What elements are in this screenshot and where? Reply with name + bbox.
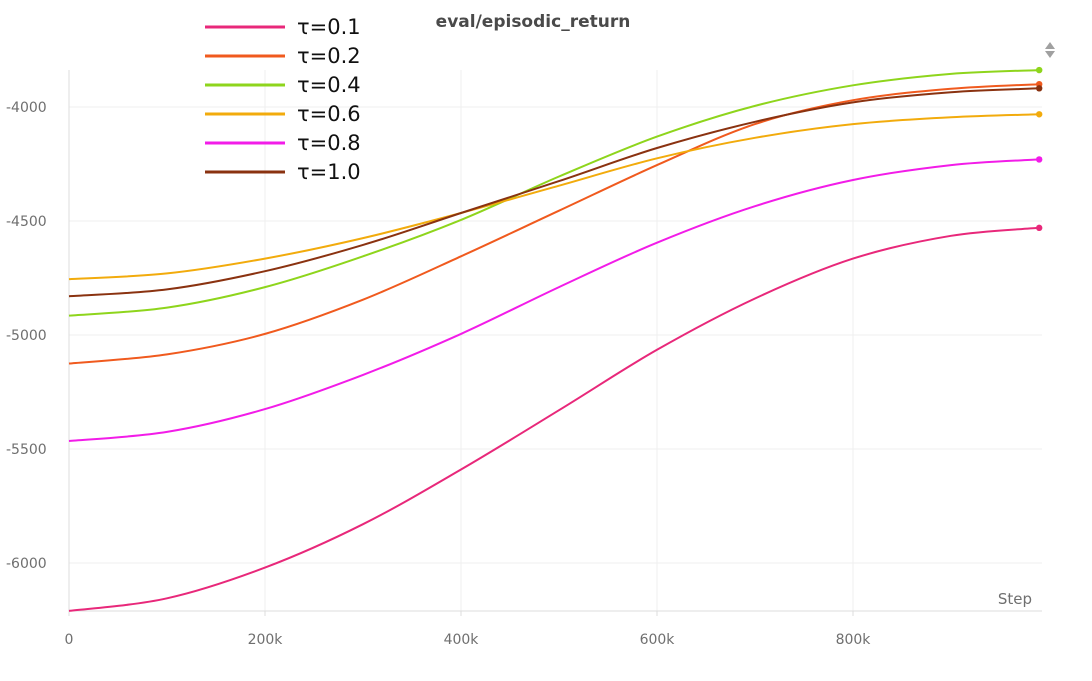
series-line [68,158,1040,442]
series-end-point [1036,156,1043,163]
legend-label: τ=0.6 [297,102,361,126]
axes: Step [68,70,1042,612]
legend-label: τ=0.2 [297,44,361,68]
y-tick-label: -5000 [6,328,47,344]
x-tick-label: 600k [640,632,676,648]
series-end-point [1036,85,1043,92]
scroll-arrows-icon[interactable] [1045,42,1055,58]
y-tick-label: -4500 [6,214,47,230]
legend-label: τ=1.0 [297,160,361,184]
legend: τ=0.1 τ=0.2 τ=0.4 τ=0.6 τ=0.8 τ=1.0 [205,15,361,184]
x-tick-label: 800k [836,632,872,648]
x-tick-label: 200k [248,632,284,648]
scroll-down-arrow-icon[interactable] [1045,51,1055,58]
series-end-point [1036,224,1043,232]
legend-label: τ=0.1 [297,15,361,39]
series-end-point [1036,111,1043,118]
y-tick-label: -5500 [6,442,47,458]
x-tick-label: 0 [65,632,74,648]
grid [69,70,1042,611]
series-end-point [1036,66,1043,74]
series-line [68,226,1040,612]
x-tick-label: 400k [444,632,480,648]
chart-title: eval/episodic_return [436,12,631,32]
series [68,66,1043,612]
series-line [68,69,1040,317]
ticks: -4000 -4500 -5000 -5500 -6000 0 200k 400k 600k 80… [6,100,871,648]
x-axis-title: Step [998,590,1032,608]
y-tick-label: -4000 [6,100,47,116]
series-line [68,87,1040,298]
scroll-up-arrow-icon[interactable] [1045,42,1055,49]
series-line [68,113,1040,281]
y-tick-label: -6000 [6,556,47,572]
series-line [68,83,1040,365]
legend-label: τ=0.8 [297,131,361,155]
legend-label: τ=0.4 [297,73,361,97]
